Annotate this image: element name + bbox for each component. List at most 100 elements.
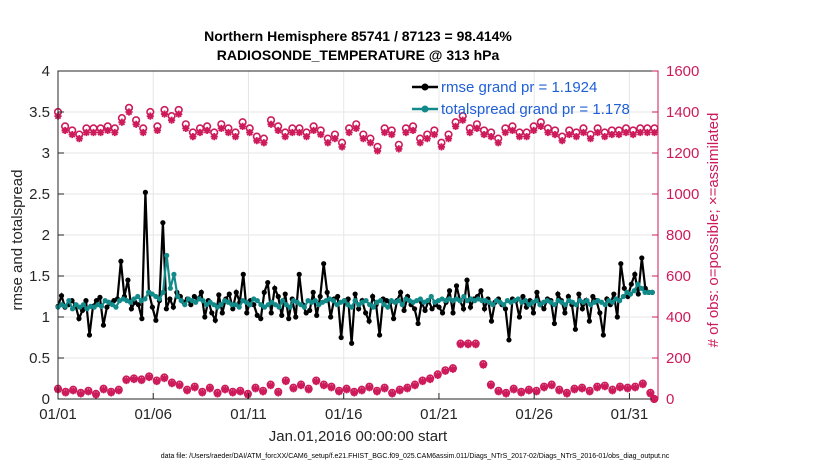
legend-spread-label: totalspread grand pr = 1.178 bbox=[441, 101, 630, 118]
spread-marker bbox=[602, 302, 608, 308]
obs-assimilated-marker bbox=[601, 133, 609, 141]
spread-marker bbox=[113, 304, 119, 310]
spread-marker bbox=[330, 298, 337, 304]
obs-assimilated-marker bbox=[494, 388, 503, 396]
spread-marker bbox=[396, 298, 402, 304]
obs-assimilated-marker bbox=[115, 387, 123, 395]
spread-marker bbox=[348, 304, 355, 310]
spread-marker bbox=[457, 298, 463, 304]
spread-marker bbox=[142, 296, 148, 302]
obs-assimilated-marker bbox=[61, 126, 69, 135]
obs-assimilated-marker bbox=[608, 130, 616, 139]
rmse-marker bbox=[600, 332, 606, 338]
spread-marker bbox=[584, 298, 590, 304]
obs-assimilated-marker bbox=[472, 341, 480, 349]
rmse-marker bbox=[160, 220, 166, 226]
rmse-marker bbox=[618, 261, 624, 267]
rmse-marker bbox=[125, 277, 131, 283]
obs-assimilated-marker bbox=[366, 139, 375, 147]
obs-assimilated-marker bbox=[310, 126, 318, 135]
obs-assimilated-marker bbox=[373, 147, 382, 155]
rmse-marker bbox=[453, 283, 460, 289]
y-right-tick-label: 1000 bbox=[666, 186, 699, 203]
x-tick-label: 01/31 bbox=[611, 406, 649, 423]
obs-assimilated-marker bbox=[274, 126, 282, 135]
obs-assimilated-marker bbox=[183, 387, 191, 395]
obs-assimilated-marker bbox=[203, 126, 211, 135]
x-axis-label: Jan.01,2016 00:00:00 start bbox=[269, 428, 448, 445]
obs-assimilated-marker bbox=[473, 124, 481, 132]
rmse-marker bbox=[562, 310, 568, 316]
rmse-marker bbox=[576, 291, 582, 297]
rmse-marker bbox=[153, 317, 159, 323]
obs-assimilated-marker bbox=[629, 130, 637, 139]
spread-marker bbox=[62, 303, 68, 309]
obs-assimilated-marker bbox=[267, 382, 275, 390]
obs-assimilated-marker bbox=[494, 139, 502, 147]
obs-assimilated-marker bbox=[338, 143, 346, 151]
spread-marker bbox=[515, 296, 521, 302]
spread-marker bbox=[167, 285, 173, 291]
obs-assimilated-marker bbox=[388, 130, 396, 139]
obs-assimilated-marker bbox=[75, 135, 83, 143]
rmse-marker bbox=[216, 292, 222, 298]
spread-marker bbox=[620, 293, 626, 300]
rmse-marker bbox=[502, 306, 509, 312]
obs-assimilated-marker bbox=[444, 135, 453, 143]
y-right-tick-label: 1600 bbox=[666, 63, 699, 80]
obs-assimilated-marker bbox=[636, 128, 644, 137]
obs-assimilated-marker bbox=[229, 389, 237, 397]
spread-marker bbox=[312, 298, 318, 304]
obs-assimilated-marker bbox=[210, 133, 218, 141]
rmse-marker bbox=[100, 322, 107, 328]
spread-marker bbox=[370, 304, 376, 310]
rmse-marker bbox=[198, 289, 204, 295]
obs-assimilated-marker bbox=[153, 377, 161, 386]
rmse-marker bbox=[586, 318, 592, 324]
obs-assimilated-marker bbox=[434, 371, 442, 380]
rmse-marker bbox=[639, 255, 645, 261]
obs-assimilated-marker bbox=[643, 128, 651, 137]
y-right-axis-label: # of obs: o=possible; ×=assimilated bbox=[705, 113, 722, 348]
obs-assimilated-marker bbox=[380, 385, 389, 393]
obs-assimilated-marker bbox=[224, 128, 233, 137]
rmse-marker bbox=[460, 306, 467, 312]
spread-marker bbox=[160, 289, 166, 295]
rmse-marker bbox=[377, 332, 383, 338]
spread-marker bbox=[501, 302, 507, 308]
obs-assimilated-marker bbox=[437, 143, 446, 151]
x-axis-ticks: 01/01 01/06 01/11 01/16 01/21 01/26 01/31 bbox=[39, 393, 648, 423]
x-tick-label: 01/01 bbox=[39, 406, 77, 423]
rmse-marker bbox=[251, 302, 257, 308]
spread-marker bbox=[573, 302, 579, 308]
rmse-marker bbox=[541, 306, 547, 312]
rmse-marker bbox=[139, 316, 145, 322]
rmse-marker bbox=[314, 312, 320, 318]
obs-assimilated-marker bbox=[317, 130, 325, 139]
spread-marker bbox=[280, 298, 286, 304]
y-right-tick-label: 400 bbox=[666, 309, 691, 326]
spread-marker bbox=[69, 306, 76, 312]
spread-marker bbox=[352, 298, 358, 304]
obs-assimilated-marker bbox=[501, 128, 509, 137]
y-right-tick-label: 1200 bbox=[666, 145, 699, 162]
rmse-marker bbox=[279, 312, 285, 318]
spread-marker bbox=[428, 293, 434, 300]
spread-marker bbox=[638, 285, 645, 291]
obs-assimilated-marker bbox=[253, 137, 261, 145]
obs-assimilated-marker bbox=[153, 126, 162, 135]
obs-assimilated-marker bbox=[586, 388, 594, 396]
rmse-marker bbox=[436, 304, 442, 310]
obs-assimilated-marker bbox=[479, 361, 487, 369]
rmse-marker bbox=[352, 291, 358, 297]
spread-marker bbox=[425, 298, 431, 304]
spread-marker bbox=[522, 298, 529, 304]
rmse-spread-series bbox=[55, 189, 655, 346]
rmse-marker bbox=[307, 307, 313, 314]
spread-marker bbox=[66, 298, 72, 304]
data-file-footer: data file: /Users/raeder/DAI/ATM_forcXX/… bbox=[161, 453, 670, 460]
spread-marker bbox=[135, 293, 141, 300]
y-tick-label: 3 bbox=[42, 145, 50, 162]
obs-assimilated-marker bbox=[532, 388, 541, 396]
